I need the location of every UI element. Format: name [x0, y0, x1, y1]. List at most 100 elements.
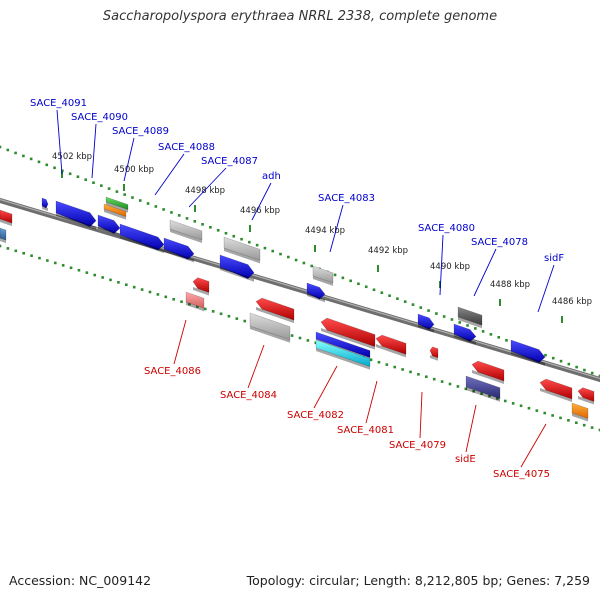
- tick-dot: [77, 268, 81, 272]
- leader-line-top: [123, 137, 135, 182]
- gene-feature-sace4084-red-shadow: [256, 307, 294, 324]
- tick-dot: [377, 360, 381, 364]
- gene-feature-sace4087-body: [163, 237, 195, 260]
- kbp-tick-label: 4494 kbp: [305, 226, 345, 236]
- tick-dot: [551, 356, 555, 360]
- tick-dot: [263, 246, 267, 250]
- tick-dot: [349, 279, 352, 283]
- tick-dot: [590, 426, 594, 429]
- tick-dot: [427, 309, 430, 312]
- gene-feature-sace4082-shadow: [321, 328, 375, 350]
- tick-dot: [109, 278, 112, 282]
- gene-feature-steel-edge-body: [0, 227, 7, 241]
- gene-feature-sace4081-shadow: [376, 344, 406, 358]
- tick-dot: [314, 341, 318, 345]
- tick-dot: [472, 389, 475, 393]
- tick-dot: [503, 399, 507, 403]
- lower-dotted-line: [0, 244, 600, 432]
- gene-feature-green: [105, 196, 129, 213]
- tick-dot: [567, 419, 570, 422]
- gene-feature-orange-shadow: [104, 209, 126, 220]
- tick-dot: [146, 202, 150, 205]
- gene-feature-red-right: [577, 387, 595, 405]
- kbp-tick-label: 4502 kbp: [52, 152, 92, 162]
- gene-feature-sace4083: [312, 265, 334, 286]
- tick-dot: [357, 282, 360, 286]
- gene-feature-sace4087-shadow: [164, 249, 194, 263]
- tick-dot: [425, 375, 428, 379]
- tick-dot: [396, 297, 399, 300]
- leader-line-top: [251, 182, 272, 221]
- gene-label-bottom: SACE_4079: [389, 440, 446, 451]
- gene-feature-sace4079-shadow: [430, 355, 438, 361]
- tick-dot: [164, 295, 168, 299]
- tick-dot: [466, 324, 469, 327]
- tick-dot: [154, 205, 158, 208]
- kbp-tick-label: 4500 kbp: [114, 165, 154, 175]
- tick-dot: [193, 220, 197, 223]
- tick-dot: [442, 315, 446, 318]
- tick-dot: [519, 404, 523, 408]
- tick-dot: [14, 249, 18, 253]
- tick-dot: [85, 271, 89, 274]
- tick-dot: [294, 258, 298, 262]
- tick-dot: [107, 187, 111, 190]
- tick-dot: [117, 281, 120, 284]
- gene-feature-orange-right: [571, 402, 589, 422]
- kbp-tick-label: 4488 kbp: [490, 280, 530, 290]
- tick-dot: [497, 336, 501, 339]
- tick-dot: [448, 382, 452, 386]
- tick-dot: [37, 160, 41, 164]
- gene-features: [0, 196, 595, 422]
- tick-dot: [61, 264, 65, 267]
- backbone-highlight: [0, 198, 600, 380]
- gene-feature-side-red-shadow: [472, 370, 504, 385]
- tick-dot: [68, 172, 72, 176]
- gene-feature-sace4091-body: [41, 197, 49, 209]
- gene-feature-adh-shadow: [220, 267, 254, 282]
- gene-label-bottom: sidE: [455, 454, 476, 465]
- genome-backbone: [0, 197, 600, 383]
- gene-label-top: SACE_4087: [201, 156, 258, 167]
- tick-dot: [255, 243, 259, 247]
- leader-line-bottom: [247, 344, 265, 389]
- tick-dot: [140, 288, 144, 291]
- tick-dot: [240, 237, 243, 241]
- gene-feature-sace4091: [41, 197, 49, 212]
- tick-dot: [84, 178, 88, 182]
- leader-line-bottom: [465, 404, 477, 453]
- tick-dot: [575, 365, 578, 369]
- gene-label-top: sidF: [544, 253, 564, 264]
- leader-line-top: [473, 248, 497, 297]
- gene-feature-sace4084-grey: [249, 312, 291, 343]
- gene-feature-sace4090-shadow: [56, 213, 96, 230]
- gene-feature-sace4080-body: [417, 313, 435, 330]
- gene-feature-blue-small-body: [306, 282, 326, 300]
- tick-dot: [38, 256, 41, 260]
- tick-dot: [496, 397, 499, 400]
- tick-dot: [583, 368, 586, 372]
- tick-dot: [403, 300, 407, 303]
- tick-dot: [185, 217, 189, 220]
- tick-dot: [302, 261, 306, 265]
- gene-feature-orange-body: [103, 203, 127, 217]
- tick-dot: [575, 421, 578, 425]
- gene-feature-sace4089-shadow: [98, 226, 120, 237]
- tick-dot: [132, 285, 136, 289]
- tick-dot: [582, 423, 586, 427]
- tick-dot: [0, 145, 2, 149]
- gene-label-bottom: SACE_4082: [287, 410, 344, 421]
- tick-dot: [380, 291, 384, 295]
- gene-feature-darkgrey-body: [457, 306, 483, 326]
- gene-feature-darkgrey-shadow: [458, 317, 482, 329]
- tick-dot: [559, 416, 562, 420]
- kbp-tick-label: 4498 kbp: [185, 186, 225, 196]
- tick-dot: [6, 148, 10, 152]
- tick-dot: [417, 373, 420, 376]
- gene-feature-sace4078-body: [453, 323, 477, 342]
- gene-feature-sace4075-shadow: [540, 388, 572, 403]
- gene-feature-sace4090: [55, 200, 97, 230]
- kbp-tick-label: 4492 kbp: [368, 246, 408, 256]
- gene-label-top: SACE_4089: [112, 126, 169, 137]
- tick-dot: [535, 409, 539, 412]
